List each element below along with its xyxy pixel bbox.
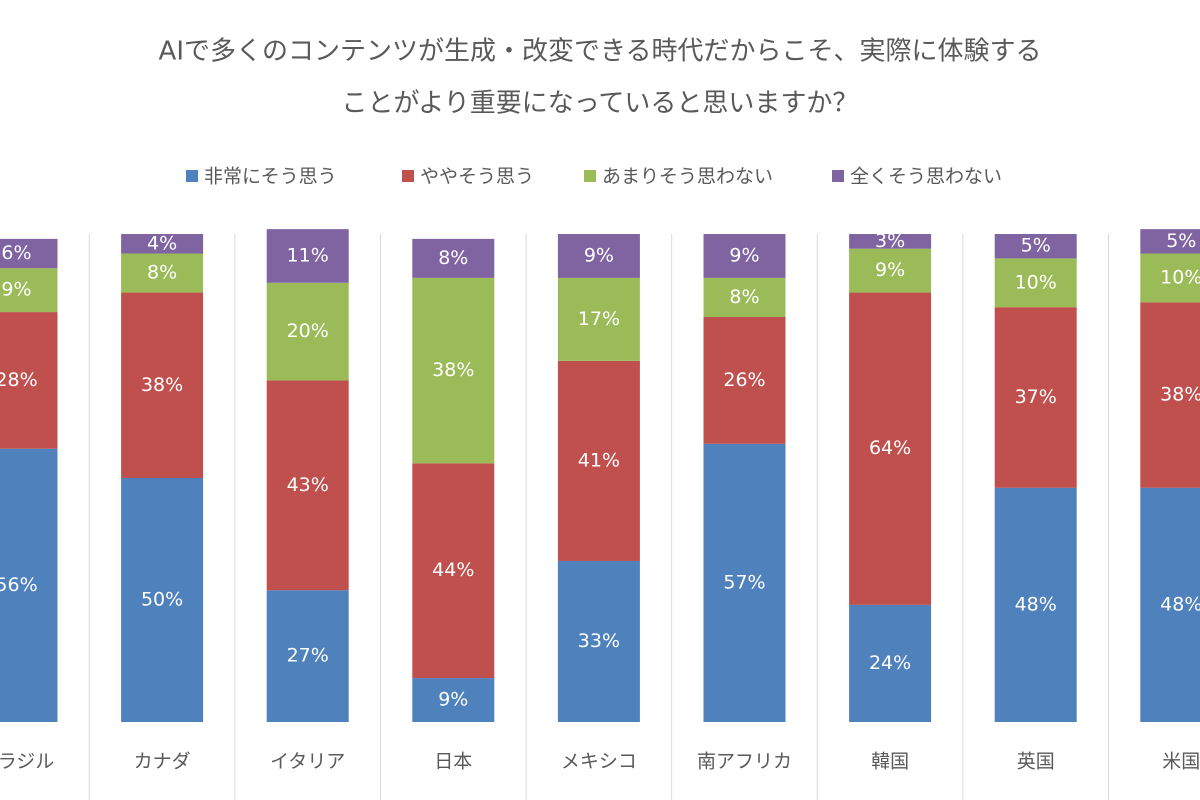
- legend-label: あまりそう思わない: [602, 166, 773, 188]
- legend-label: ややそう思う: [420, 166, 534, 188]
- x-tick-label: ブラジル: [0, 750, 54, 773]
- bar-segment: [266, 282, 349, 381]
- data-label: 8%: [729, 286, 759, 308]
- data-label: 38%: [432, 359, 474, 381]
- data-label: 8%: [147, 262, 177, 284]
- data-label: 5%: [1166, 230, 1196, 252]
- bar-segment: [557, 360, 640, 561]
- data-label: 57%: [723, 571, 765, 593]
- bar-segment: [1140, 229, 1200, 254]
- data-label: 26%: [723, 369, 765, 391]
- data-label: 48%: [1015, 593, 1057, 615]
- data-label: 3%: [875, 230, 905, 252]
- bar-segment: [703, 443, 786, 722]
- bar-segment: [557, 560, 640, 722]
- bar-segment: [557, 277, 640, 361]
- data-label: 11%: [287, 244, 329, 266]
- data-label: 6%: [1, 242, 31, 264]
- data-label: 9%: [438, 689, 468, 711]
- bar-segment: [412, 238, 495, 278]
- data-label: 10%: [1015, 271, 1057, 293]
- data-label: 9%: [1, 279, 31, 301]
- legend-swatch: [584, 170, 596, 182]
- bar-segment: [703, 316, 786, 444]
- data-label: 9%: [584, 244, 614, 266]
- bar-segment: [1140, 487, 1200, 722]
- x-tick-label: 日本: [434, 751, 472, 773]
- bar-segment: [1140, 302, 1200, 488]
- bar-segment: [121, 234, 204, 254]
- data-label: 38%: [141, 374, 183, 396]
- legend-label: 非常にそう思う: [204, 166, 337, 188]
- bar-segment: [994, 307, 1077, 488]
- data-label: 4%: [147, 232, 177, 254]
- x-tick-label: メキシコ: [561, 751, 637, 773]
- data-label: 9%: [729, 244, 759, 266]
- bar-segment: [849, 604, 932, 722]
- bar-segment: [266, 229, 349, 283]
- bar-segment: [0, 238, 58, 269]
- x-tick-label: 南アフリカ: [697, 751, 792, 773]
- legend-swatch: [186, 170, 198, 182]
- data-label: 48%: [1160, 593, 1200, 615]
- data-label: 5%: [1021, 235, 1051, 257]
- bar-segment: [412, 463, 495, 679]
- data-label: 9%: [875, 259, 905, 281]
- legend-swatch: [832, 170, 844, 182]
- data-label: 41%: [578, 449, 620, 471]
- data-label: 44%: [432, 559, 474, 581]
- chart-title: AIで多くのコンテンツが生成・改変できる時代だからこそ、実際に体験する: [159, 37, 1042, 67]
- x-tick-label: 韓国: [871, 751, 909, 773]
- bar-segment: [0, 448, 58, 722]
- bar-segment: [0, 268, 58, 313]
- data-label: 64%: [869, 437, 911, 459]
- bar-segment: [849, 292, 932, 605]
- bar-segment: [266, 380, 349, 591]
- bar-segment: [121, 478, 204, 722]
- data-label: 38%: [1160, 384, 1200, 406]
- x-tick-label: 英国: [1017, 751, 1055, 773]
- bar-segment: [849, 234, 932, 249]
- data-label: 50%: [141, 589, 183, 611]
- bar-segment: [849, 248, 932, 293]
- bar-segment: [266, 590, 349, 722]
- data-label: 17%: [578, 308, 620, 330]
- data-label: 33%: [578, 630, 620, 652]
- bar-segment: [994, 258, 1077, 308]
- data-label: 10%: [1160, 266, 1200, 288]
- data-label: 28%: [0, 369, 38, 391]
- data-label: 24%: [869, 652, 911, 674]
- x-tick-label: イタリア: [270, 751, 345, 773]
- data-label: 37%: [1015, 386, 1057, 408]
- bar-segment: [703, 234, 786, 278]
- bar-segment: [994, 487, 1077, 722]
- bar-segment: [121, 292, 204, 478]
- bar-segment: [121, 253, 204, 293]
- data-label: 8%: [438, 247, 468, 269]
- bar-segment: [994, 234, 1077, 259]
- bar-segment: [557, 234, 640, 278]
- data-label: 56%: [0, 574, 38, 596]
- bar-segment: [412, 277, 495, 464]
- bar-segment: [703, 277, 786, 317]
- x-tick-label: カナダ: [134, 751, 191, 773]
- chart-title: ことがより重要になっていると思いますか？: [342, 89, 859, 119]
- bar-segment: [0, 312, 58, 449]
- bar-segment: [1140, 253, 1200, 303]
- legend-swatch: [402, 170, 414, 182]
- x-tick-label: 米国: [1162, 751, 1200, 773]
- data-label: 27%: [287, 645, 329, 667]
- bar-segment: [412, 678, 495, 722]
- data-label: 43%: [287, 474, 329, 496]
- data-label: 20%: [287, 320, 329, 342]
- legend-label: 全くそう思わない: [850, 166, 1002, 188]
